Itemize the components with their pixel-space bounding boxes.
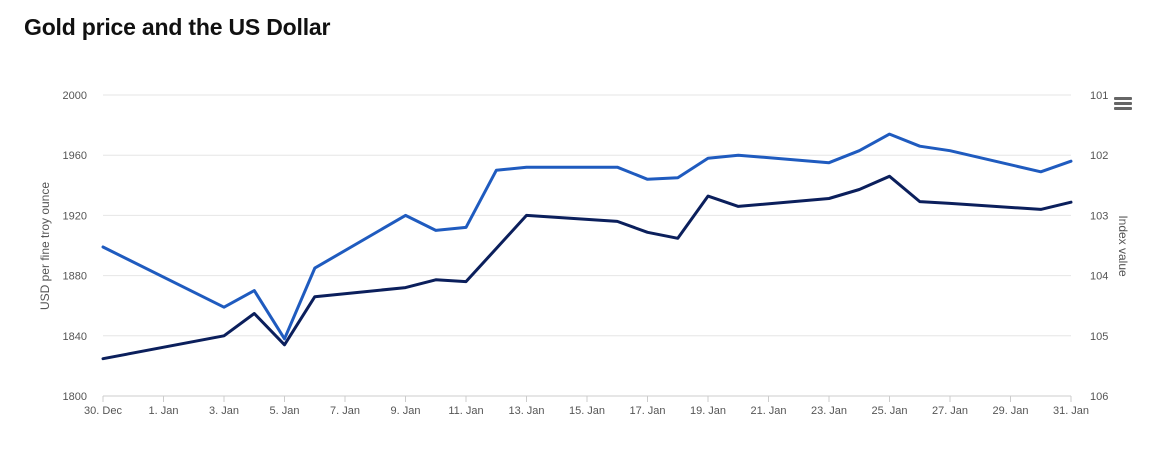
x-tick-label: 30. Dec	[84, 405, 122, 417]
x-tick-label: 1. Jan	[149, 405, 179, 417]
series-line-1	[101, 132, 1073, 341]
y-axis-left: 1800 1840 1880 1920 1960 2000	[63, 90, 87, 403]
y-right-tick-label: 101	[1090, 90, 1108, 102]
y-left-tick-label: 1960	[63, 150, 87, 162]
y-left-tick-label: 1920	[63, 210, 87, 222]
x-tick-label: 5. Jan	[270, 405, 300, 417]
x-tick-label: 29. Jan	[992, 405, 1028, 417]
y-right-tick-label: 103	[1090, 210, 1108, 222]
x-tick-label: 15. Jan	[569, 405, 605, 417]
y-left-tick-label: 1880	[63, 271, 87, 283]
x-axis: 30. Dec 1. Jan 3. Jan 5. Jan 7. Jan 9. Jan 11.…	[84, 396, 1089, 417]
y-left-tick-label: 1800	[63, 391, 87, 403]
x-tick-label: 7. Jan	[330, 405, 360, 417]
x-tick-label: 25. Jan	[871, 405, 907, 417]
y-axis-left-label: USD per fine troy ounce	[38, 182, 52, 310]
y-right-tick-label: 102	[1090, 150, 1108, 162]
y-axis-right-label: Index value	[1116, 215, 1130, 277]
x-tick-label: 23. Jan	[811, 405, 847, 417]
series-lines	[101, 132, 1073, 361]
x-tick-label: 11. Jan	[448, 405, 483, 417]
y-right-tick-label: 105	[1090, 331, 1108, 343]
x-tick-label: 13. Jan	[508, 405, 544, 417]
x-tick-label: 3. Jan	[209, 405, 239, 417]
x-tick-label: 9. Jan	[391, 405, 421, 417]
hamburger-menu-icon[interactable]	[1114, 97, 1132, 113]
x-tick-label: 27. Jan	[932, 405, 968, 417]
y-left-tick-label: 1840	[63, 331, 87, 343]
x-tick-label: 21. Jan	[750, 405, 786, 417]
x-tick-label: 17. Jan	[629, 405, 665, 417]
y-left-tick-label: 2000	[63, 90, 87, 102]
y-axis-right: 101 102 103 104 105 106	[1090, 90, 1108, 403]
grid-lines	[103, 94, 1071, 397]
y-right-tick-label: 104	[1090, 271, 1108, 283]
x-tick-label: 19. Jan	[690, 405, 726, 417]
x-tick-label: 31. Jan	[1053, 405, 1089, 417]
chart-title: Gold price and the US Dollar	[24, 14, 331, 40]
series-line-2	[101, 174, 1073, 361]
y-right-tick-label: 106	[1090, 391, 1108, 403]
